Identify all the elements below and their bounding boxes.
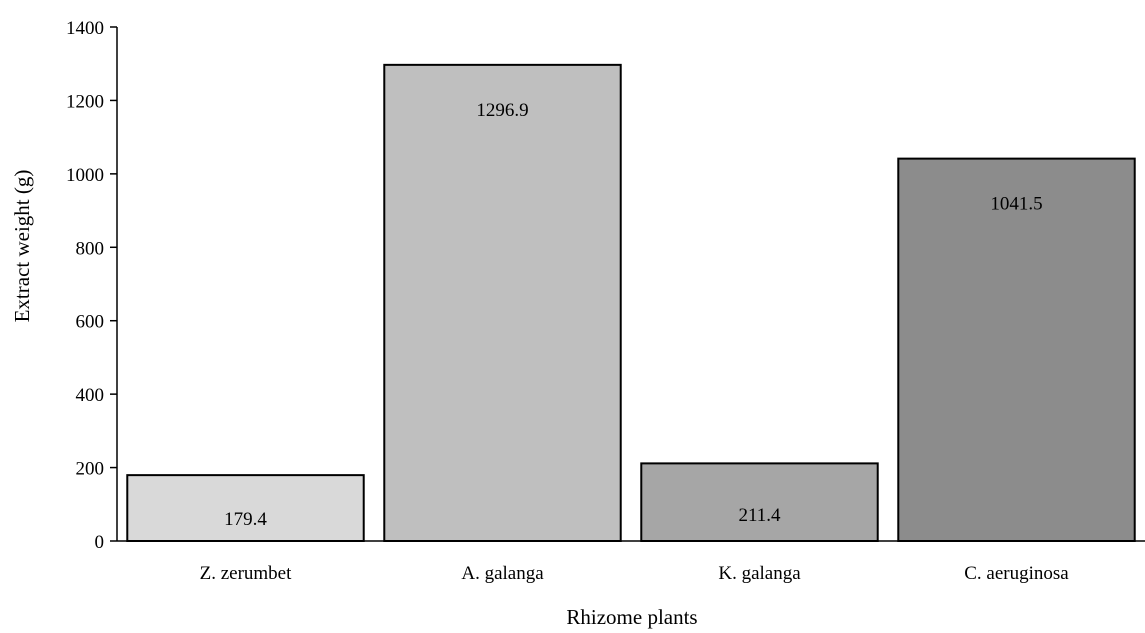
y-tick-label-1: 200: [76, 459, 105, 480]
y-axis-title: Extract weight (g): [10, 170, 34, 323]
y-tick-label-7: 1400: [66, 18, 104, 39]
y-tick-label-6: 1200: [66, 91, 104, 112]
y-tick-label-3: 600: [76, 312, 105, 333]
bar-1: [383, 63, 622, 543]
bar-3: [897, 157, 1136, 542]
data-labels-group: 179.4 1296.9 211.4 1041.5: [224, 100, 1043, 530]
y-tick-label-0: 0: [95, 532, 105, 553]
data-label-0: 179.4: [224, 509, 267, 530]
x-axis: Z. zerumbet A. galanga K. galanga C. aerugi…: [117, 540, 1145, 584]
x-axis-title: Rhizome plants: [566, 605, 697, 629]
y-tick-label-5: 1000: [66, 165, 104, 186]
bar-0: [126, 474, 365, 543]
x-tick-label-0: Z. zerumbet: [200, 563, 293, 584]
x-tick-label-3: C. aeruginosa: [964, 563, 1069, 584]
x-tick-label-2: K. galanga: [718, 563, 801, 584]
y-tick-label-4: 800: [76, 238, 105, 259]
data-label-2: 211.4: [738, 505, 781, 526]
y-axis: 0 200 400 600 800 1000 1200 1400: [66, 18, 118, 553]
y-tick-label-2: 400: [76, 385, 105, 406]
data-label-3: 1041.5: [990, 194, 1042, 215]
x-tick-label-1: A. galanga: [461, 563, 544, 584]
bars-group: [126, 63, 1136, 543]
data-label-1: 1296.9: [476, 100, 528, 121]
bar-2: [640, 462, 879, 542]
